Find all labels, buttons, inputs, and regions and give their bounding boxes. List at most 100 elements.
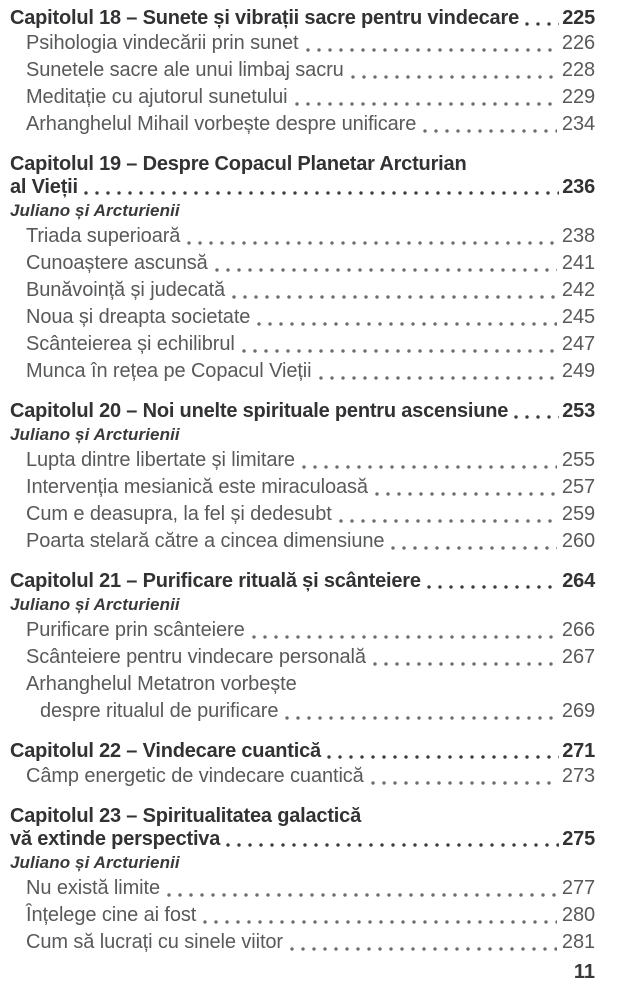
dot-leader [318,376,557,380]
toc-entry-row: Sunetele sacre ale unui limbaj sacru 228 [10,57,595,84]
toc-chapter: Capitolul 18 – Sunete și vibrații sacre … [10,7,595,138]
entry-page-number: 234 [561,113,595,135]
chapter-title: Capitolul 22 – Vindecare cuantică [10,740,321,762]
chapter-page-number: 225 [562,7,595,29]
toc-chapter: Capitolul 23 – Spiritualitatea galactică… [10,805,595,956]
entry-title: Purificare prin scânteiere [26,619,245,641]
entry-page-number: 267 [561,646,595,668]
toc-entry-row: Înțelege cine ai fost 280 [10,902,595,929]
chapter-byline: Juliano și Arcturienii [10,201,180,220]
dot-leader [241,349,557,353]
chapter-title: Capitolul 23 – Spiritualitatea galactică [10,805,362,827]
entry-title: Înțelege cine ai fost [26,904,197,926]
entry-title: Cum e deasupra, la fel și dedesubt [26,503,332,525]
toc-entry-row: Lupta dintre libertate și limitare 255 [10,447,595,474]
toc-entry-row: Cum să lucrați cu sinele viitor 281 [10,929,595,956]
entry-title: Lupta dintre libertate și limitare [26,449,295,471]
dot-leader [426,585,560,589]
dot-leader [203,920,557,924]
entry-title: Câmp energetic de vindecare cuantică [26,765,364,787]
toc-entry-row: Arhanghelul Metatron vorbește [10,671,595,698]
entry-page-number: 247 [561,333,595,355]
entry-title: Poarta stelară către a cincea dimensiune [26,530,385,552]
entry-title: Scânteierea și echilibrul [26,333,235,355]
dot-leader [251,635,557,639]
dot-leader [83,191,560,195]
chapter-byline: Juliano și Arcturienii [10,595,180,614]
dot-leader [423,129,557,133]
chapter-byline: Juliano și Arcturienii [10,853,180,872]
chapter-title-row: Capitolul 20 – Noi unelte spirituale pen… [10,400,595,423]
toc-entry-row: Psihologia vindecării prin sunet 226 [10,30,595,57]
entry-title: Sunetele sacre ale unui limbaj sacru [26,59,344,81]
toc-entry-row: Purificare prin scânteiere 266 [10,617,595,644]
toc-entry-row: Intervenția mesianică este miraculoasă 25… [10,474,595,501]
entry-title: Cum să lucrați cu sinele viitor [26,931,283,953]
entry-title: Arhanghelul Metatron vorbește [26,673,297,695]
dot-leader [226,843,560,847]
dot-leader [350,75,557,79]
entry-page-number: 273 [561,765,595,787]
toc-entry-row: Meditație cu ajutorul sunetului 229 [10,84,595,111]
entry-page-number: 260 [561,530,595,552]
entry-page-number: 255 [561,449,595,471]
dot-leader [374,492,557,496]
entry-title: Noua și dreapta societate [26,306,251,328]
toc-entry-row: Noua și dreapta societate 245 [10,304,595,331]
toc-chapter: Capitolul 19 – Despre Copacul Planetar A… [10,153,595,385]
entry-page-number: 242 [561,279,595,301]
chapter-title: Capitolul 21 – Purificare rituală și scâ… [10,570,421,592]
toc-entry-row: Cum e deasupra, la fel și dedesubt 259 [10,501,595,528]
toc-entry-row: Bunăvoință și judecată 242 [10,277,595,304]
entry-title: Intervenția mesianică este miraculoasă [26,476,368,498]
entry-title: Arhanghelul Mihail vorbește despre unifi… [26,113,417,135]
footer-page-number: 11 [573,961,595,983]
dot-leader [285,716,557,720]
toc-entry-row: Câmp energetic de vindecare cuantică 273 [10,763,595,790]
entry-title: despre ritualul de purificare [40,700,279,722]
chapter-page-number: 264 [562,570,595,592]
dot-leader [294,102,557,106]
entry-page-number: 226 [561,32,595,54]
toc: Capitolul 18 – Sunete și vibrații sacre … [10,7,595,956]
entry-page-number: 241 [561,252,595,274]
entry-page-number: 229 [561,86,595,108]
chapter-title-row: al Vieții 236 [10,176,595,199]
toc-entry-row: Scânteiere pentru vindecare personală 267 [10,644,595,671]
toc-entry-row: Cunoaștere ascunsă 241 [10,250,595,277]
chapter-byline: Juliano și Arcturienii [10,425,180,444]
toc-chapter: Capitolul 20 – Noi unelte spirituale pen… [10,400,595,555]
chapter-title: al Vieții [10,176,78,198]
chapter-page-number: 236 [562,176,595,198]
entry-title: Meditație cu ajutorul sunetului [26,86,288,108]
chapter-title-row: Capitolul 19 – Despre Copacul Planetar A… [10,153,595,176]
chapter-title: Capitolul 18 – Sunete și vibrații sacre … [10,7,519,29]
entry-title: Bunăvoință și judecată [26,279,226,301]
chapter-title-row: Capitolul 21 – Purificare rituală și scâ… [10,570,595,593]
entry-page-number: 257 [561,476,595,498]
chapter-title-row: Capitolul 22 – Vindecare cuantică 271 [10,740,595,763]
dot-leader [290,947,557,951]
entry-page-number: 280 [561,904,595,926]
chapter-title-row: Capitolul 23 – Spiritualitatea galactică [10,805,595,828]
entry-page-number: 281 [561,931,595,953]
toc-entry-row: Munca în rețea pe Copacul Vieții 249 [10,358,595,385]
entry-title: Cunoaștere ascunsă [26,252,208,274]
toc-entry-row: Scânteierea și echilibrul 247 [10,331,595,358]
dot-leader [257,322,557,326]
entry-page-number: 259 [561,503,595,525]
dot-leader [372,662,557,666]
dot-leader [214,268,557,272]
entry-title: Scânteiere pentru vindecare personală [26,646,366,668]
toc-chapter: Capitolul 22 – Vindecare cuantică 271 Câmp… [10,740,595,790]
entry-page-number: 277 [561,877,595,899]
entry-page-number: 228 [561,59,595,81]
dot-leader [187,241,557,245]
entry-title: Nu există limite [26,877,160,899]
entry-title: Triada superioară [26,225,181,247]
entry-page-number: 249 [561,360,595,382]
dot-leader [391,546,557,550]
chapter-title-row: Capitolul 18 – Sunete și vibrații sacre … [10,7,595,30]
entry-page-number: 238 [561,225,595,247]
